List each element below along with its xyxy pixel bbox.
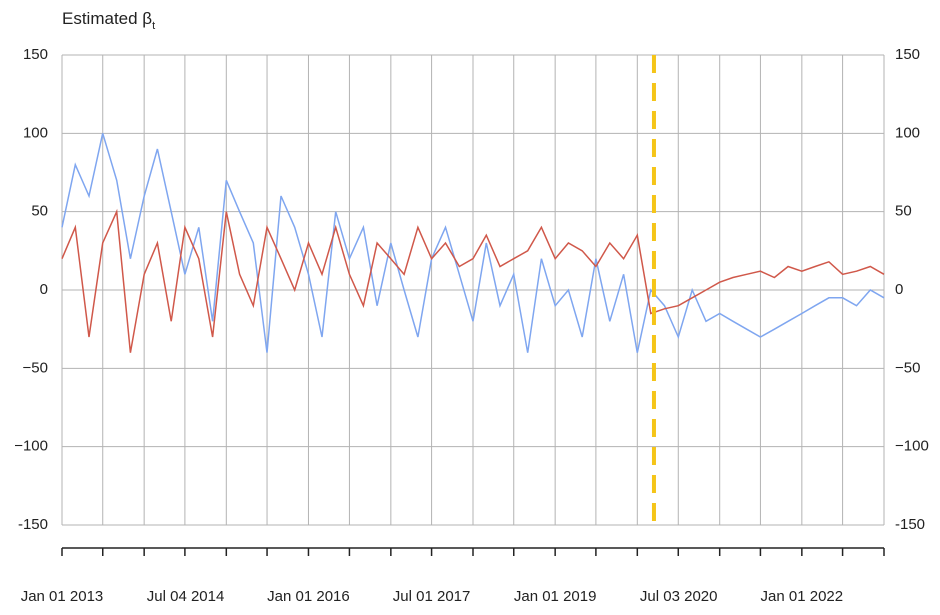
x-tick-label: Jan 01 2022 bbox=[761, 588, 844, 605]
y-tick-label: 0 bbox=[40, 281, 48, 298]
title-subscript: t bbox=[152, 20, 155, 32]
x-tick-label: Jan 01 2016 bbox=[267, 588, 350, 605]
y2-tick-label: 150 bbox=[895, 46, 920, 63]
y2-tick-label: 50 bbox=[895, 203, 912, 220]
y-tick-label: -150 bbox=[18, 516, 48, 533]
x-tick-label: Jul 03 2020 bbox=[640, 588, 718, 605]
series-line bbox=[61, 208, 885, 353]
x-tick-label: Jul 01 2017 bbox=[393, 588, 471, 605]
x-tick-label: Jan 01 2013 bbox=[21, 588, 104, 605]
y2-tick-label: 100 bbox=[895, 124, 920, 141]
y2-tick-label: 0 bbox=[895, 281, 903, 298]
y-tick-label: −100 bbox=[14, 438, 48, 455]
x-tick-label: Jan 01 2019 bbox=[514, 588, 597, 605]
x-tick-label: Jul 04 2014 bbox=[147, 588, 225, 605]
y-tick-label: −50 bbox=[23, 359, 48, 376]
y-tick-label: 100 bbox=[23, 124, 48, 141]
title-main: Estimated β bbox=[62, 9, 152, 28]
y-tick-label: 50 bbox=[31, 203, 48, 220]
y2-tick-label: -150 bbox=[895, 516, 925, 533]
series-line bbox=[61, 133, 885, 353]
y2-tick-label: −100 bbox=[895, 438, 929, 455]
y-tick-label: 150 bbox=[23, 46, 48, 63]
chart-title: Estimated βt bbox=[62, 9, 155, 31]
y2-tick-label: −50 bbox=[895, 359, 920, 376]
